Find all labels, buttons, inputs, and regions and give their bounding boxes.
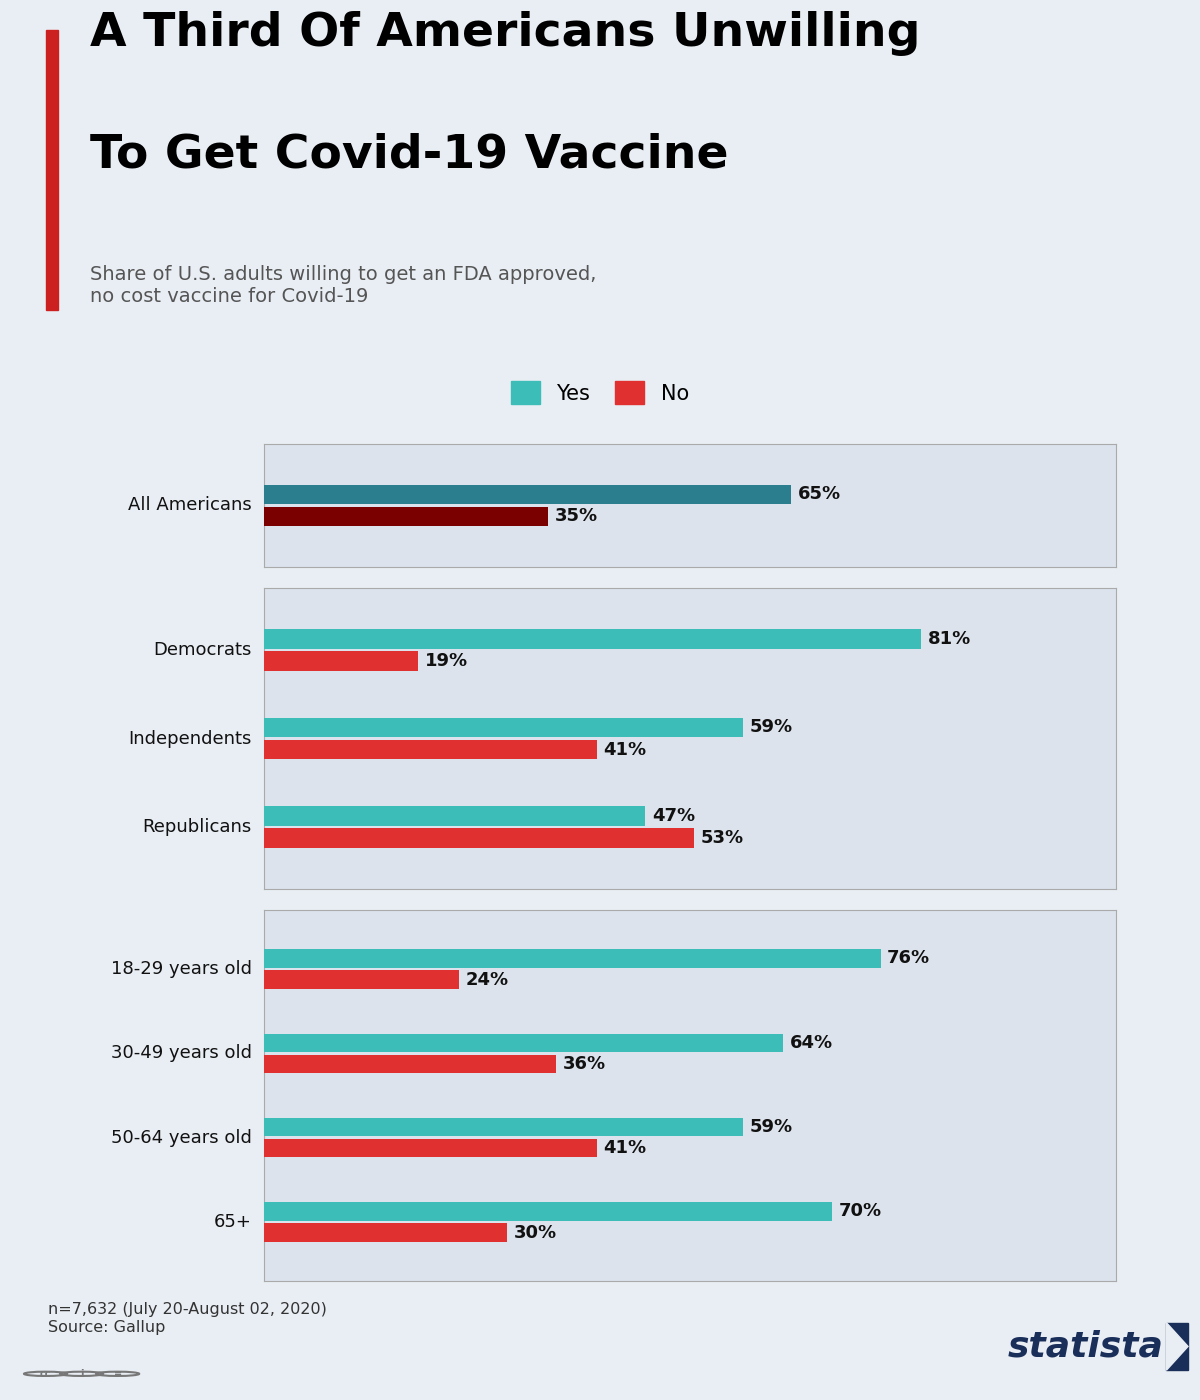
Text: 47%: 47% [652,806,695,825]
Text: 70%: 70% [839,1203,882,1221]
Bar [264,1054,556,1074]
Text: cc: cc [40,1369,52,1379]
Text: 59%: 59% [749,1119,792,1137]
Text: 24%: 24% [466,970,509,988]
Text: Share of U.S. adults willing to get an FDA approved,
no cost vaccine for Covid-1: Share of U.S. adults willing to get an F… [90,265,596,305]
Bar [264,949,881,967]
Text: All Americans: All Americans [128,497,252,514]
Text: 50-64 years old: 50-64 years old [110,1128,252,1147]
Text: 19%: 19% [425,652,468,671]
Bar [264,718,743,738]
Text: 41%: 41% [604,741,647,759]
Bar [264,507,548,526]
Text: n=7,632 (July 20-August 02, 2020)
Source: Gallup: n=7,632 (July 20-August 02, 2020) Source… [48,1302,326,1334]
Text: 30-49 years old: 30-49 years old [110,1044,252,1063]
Bar [264,829,694,848]
Text: statista: statista [1008,1330,1164,1364]
Bar [264,1203,832,1221]
Text: i: i [80,1369,83,1379]
Bar [264,1140,596,1158]
Text: 30%: 30% [514,1224,557,1242]
Text: 41%: 41% [604,1140,647,1158]
Text: =: = [114,1369,121,1379]
Text: 59%: 59% [749,718,792,736]
Polygon shape [1166,1323,1188,1371]
Text: Republicans: Republicans [143,818,252,836]
Polygon shape [1166,1323,1188,1371]
Bar [264,1117,743,1137]
Text: 65+: 65+ [214,1212,252,1231]
Text: Independents: Independents [128,729,252,748]
Bar [264,739,596,759]
Bar [46,31,58,309]
Text: 53%: 53% [701,829,744,847]
Text: 35%: 35% [554,507,598,525]
Text: 36%: 36% [563,1054,606,1072]
Bar [264,629,922,648]
Text: 64%: 64% [790,1033,833,1051]
Bar [264,806,646,826]
Text: 76%: 76% [887,949,930,967]
Bar [264,651,418,671]
Text: To Get Covid-19 Vaccine: To Get Covid-19 Vaccine [90,132,728,178]
Text: 18-29 years old: 18-29 years old [110,960,252,979]
Text: A Third Of Americans Unwilling: A Third Of Americans Unwilling [90,11,920,56]
Bar [264,970,458,988]
Text: 65%: 65% [798,486,841,504]
Bar [264,1033,784,1051]
Bar [264,1224,508,1242]
Text: 81%: 81% [928,630,971,648]
Legend: Yes, No: Yes, No [511,381,689,405]
Bar [264,484,792,504]
Text: Democrats: Democrats [154,641,252,659]
